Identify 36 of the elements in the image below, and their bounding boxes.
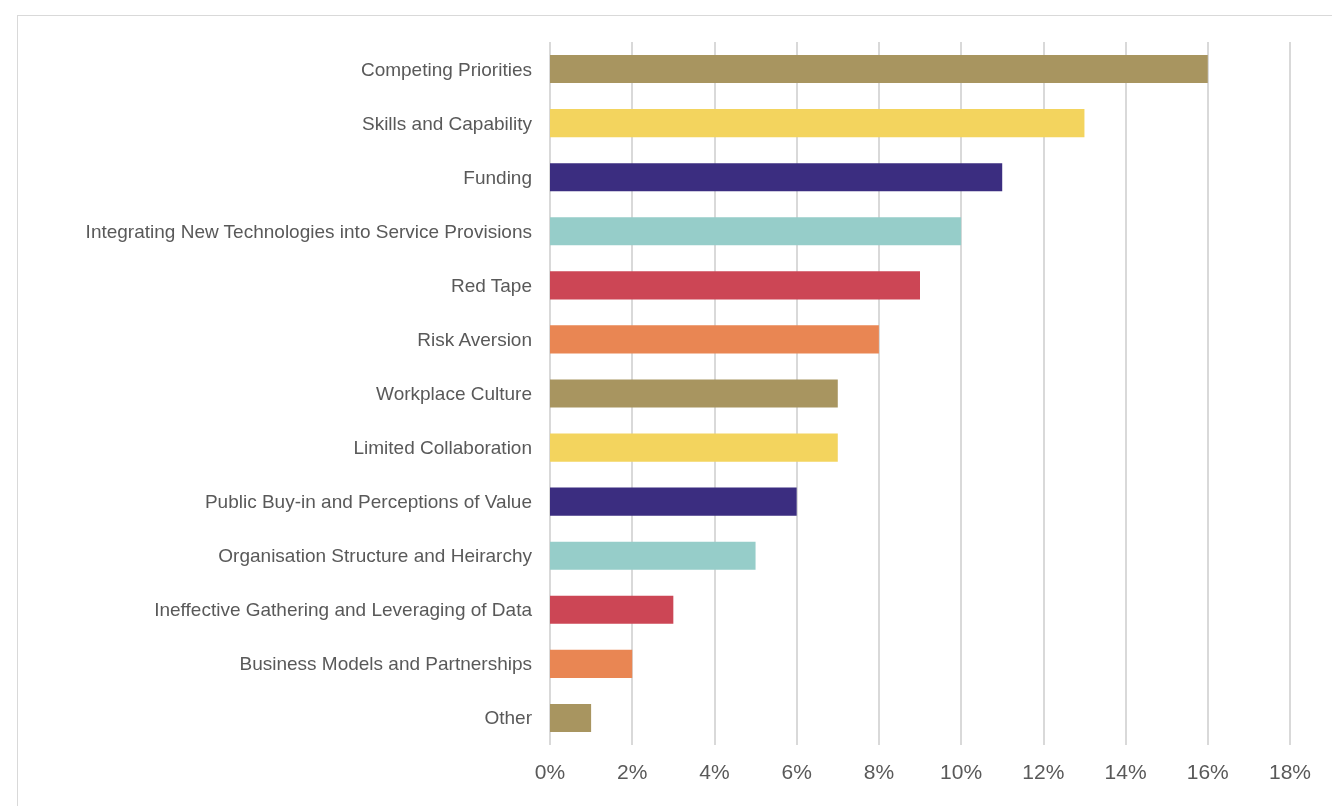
x-tick-label: 16%	[1186, 760, 1229, 783]
bar	[550, 703, 592, 733]
y-tick-label: Competing Priorities	[360, 58, 532, 80]
y-tick-label: Ineffective Gathering and Leveraging of Data	[154, 599, 533, 621]
bar	[550, 217, 962, 246]
bar	[550, 595, 674, 624]
bar	[550, 541, 756, 570]
y-tick-label: Red Tape	[451, 274, 532, 296]
y-tick-label: Skills and Capability	[361, 112, 533, 134]
y-tick-label: Risk Aversion	[417, 328, 532, 350]
y-tick-label: Public Buy-in and Perceptions of Value	[204, 491, 532, 513]
y-tick-label: Other	[484, 707, 533, 729]
bar	[550, 271, 920, 300]
bar	[550, 433, 838, 462]
bar	[550, 649, 633, 678]
bar	[550, 325, 879, 354]
x-tick-label: 0%	[534, 760, 566, 783]
y-tick-label: Organisation Structure and Heirarchy	[218, 545, 533, 567]
x-tick-label: 12%	[1022, 760, 1065, 783]
bar	[550, 379, 838, 408]
x-tick-label: 10%	[940, 760, 983, 783]
y-tick-label: Business Models and Partnerships	[239, 653, 532, 675]
x-tick-label: 6%	[781, 760, 812, 783]
bar	[550, 487, 797, 516]
bar	[550, 54, 1208, 84]
x-tick-label: 2%	[617, 760, 648, 783]
y-tick-label: Limited Collaboration	[353, 437, 532, 459]
x-tick-label: 14%	[1104, 760, 1147, 783]
bar	[550, 109, 1085, 138]
x-tick-label: 18%	[1268, 760, 1312, 783]
y-tick-label: Workplace Culture	[376, 383, 532, 404]
y-tick-label: Funding	[463, 166, 532, 188]
x-tick-label: 4%	[699, 760, 730, 783]
bar	[550, 163, 1003, 192]
y-tick-label: Integrating New Technologies into Service Provisions	[85, 220, 532, 242]
x-tick-label: 8%	[863, 760, 895, 783]
